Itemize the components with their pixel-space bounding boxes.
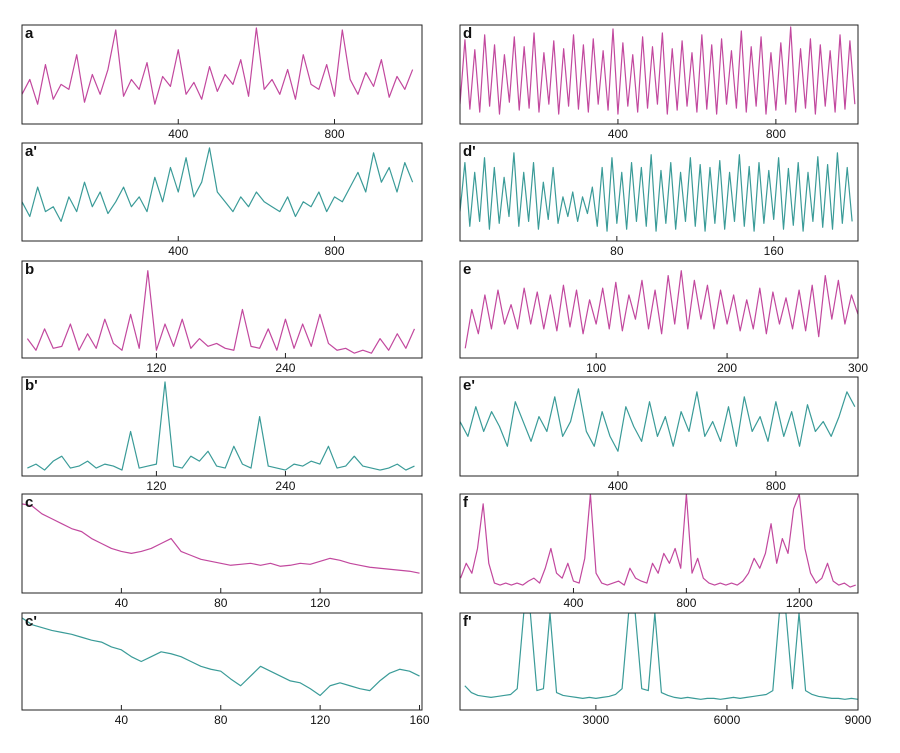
x-tick-label: 40 bbox=[115, 596, 129, 610]
panel-frame bbox=[21, 376, 423, 477]
panel-frame bbox=[459, 260, 859, 359]
panel-label: b' bbox=[25, 377, 38, 394]
panel-plot bbox=[460, 494, 856, 588]
panel-plot bbox=[26, 270, 416, 354]
x-tick-label: 80 bbox=[214, 713, 228, 727]
panel-label: a bbox=[25, 25, 34, 42]
x-tick-label: 800 bbox=[324, 244, 344, 258]
x-tick-label: 120 bbox=[146, 479, 166, 493]
panel-label: d' bbox=[463, 143, 476, 160]
data-line bbox=[460, 26, 856, 115]
data-line bbox=[460, 494, 856, 588]
panel-plot bbox=[22, 147, 414, 222]
data-line bbox=[464, 613, 858, 700]
x-tick-label: 3000 bbox=[583, 713, 610, 727]
data-line bbox=[22, 27, 414, 105]
panel-label: f' bbox=[463, 613, 472, 630]
x-tick-label: 240 bbox=[275, 361, 295, 375]
panel-frame bbox=[21, 24, 423, 125]
x-tick-label: 400 bbox=[608, 127, 628, 141]
panel-label: e bbox=[463, 261, 471, 278]
panel-plot bbox=[22, 27, 414, 105]
x-tick-label: 120 bbox=[310, 713, 330, 727]
panel-frame bbox=[459, 142, 859, 242]
x-tick-label: 400 bbox=[168, 244, 188, 258]
panel-plot bbox=[464, 270, 858, 349]
data-line bbox=[464, 270, 858, 349]
panel-label: f bbox=[463, 494, 469, 511]
panel-label: e' bbox=[463, 377, 475, 394]
panel-label: d bbox=[463, 25, 472, 42]
data-line bbox=[26, 270, 416, 354]
x-tick-label: 160 bbox=[409, 713, 429, 727]
x-tick-label: 200 bbox=[717, 361, 737, 375]
x-tick-label: 80 bbox=[610, 244, 624, 258]
x-tick-label: 6000 bbox=[714, 713, 741, 727]
data-line bbox=[27, 381, 415, 471]
panel-frame bbox=[459, 376, 859, 477]
x-tick-label: 1200 bbox=[786, 596, 813, 610]
data-line bbox=[460, 152, 853, 232]
x-tick-label: 800 bbox=[766, 479, 786, 493]
x-tick-label: 120 bbox=[310, 596, 330, 610]
x-tick-label: 80 bbox=[214, 596, 228, 610]
panel-frame bbox=[459, 493, 859, 594]
panel-plot bbox=[27, 381, 415, 471]
x-tick-label: 120 bbox=[146, 361, 166, 375]
panel-label: c bbox=[25, 494, 33, 511]
x-tick-label: 100 bbox=[586, 361, 606, 375]
panel-plot bbox=[464, 613, 858, 700]
panel-frame bbox=[459, 24, 859, 125]
panel-label: b bbox=[25, 261, 34, 278]
panel-plot bbox=[22, 617, 420, 697]
x-tick-label: 800 bbox=[766, 127, 786, 141]
panel-frame bbox=[459, 612, 859, 711]
panel-frame bbox=[21, 142, 423, 242]
panel-plot bbox=[460, 152, 853, 232]
panel-plot bbox=[460, 26, 856, 115]
x-tick-label: 400 bbox=[608, 479, 628, 493]
x-tick-label: 800 bbox=[676, 596, 696, 610]
x-tick-label: 300 bbox=[848, 361, 868, 375]
data-line bbox=[22, 503, 420, 574]
panel-frame bbox=[21, 260, 423, 359]
data-line bbox=[22, 617, 420, 697]
data-line bbox=[22, 147, 414, 222]
x-tick-label: 400 bbox=[168, 127, 188, 141]
panel-label: a' bbox=[25, 143, 37, 160]
x-tick-label: 160 bbox=[764, 244, 784, 258]
x-tick-label: 9000 bbox=[845, 713, 872, 727]
panel-frame bbox=[21, 612, 423, 711]
panel-frame bbox=[21, 493, 423, 594]
panel-plot bbox=[22, 503, 420, 574]
data-line bbox=[460, 388, 856, 452]
x-tick-label: 400 bbox=[563, 596, 583, 610]
panel-label: c' bbox=[25, 613, 37, 630]
x-tick-label: 240 bbox=[275, 479, 295, 493]
x-tick-label: 40 bbox=[115, 713, 129, 727]
x-tick-label: 800 bbox=[324, 127, 344, 141]
panel-plot bbox=[460, 388, 856, 452]
